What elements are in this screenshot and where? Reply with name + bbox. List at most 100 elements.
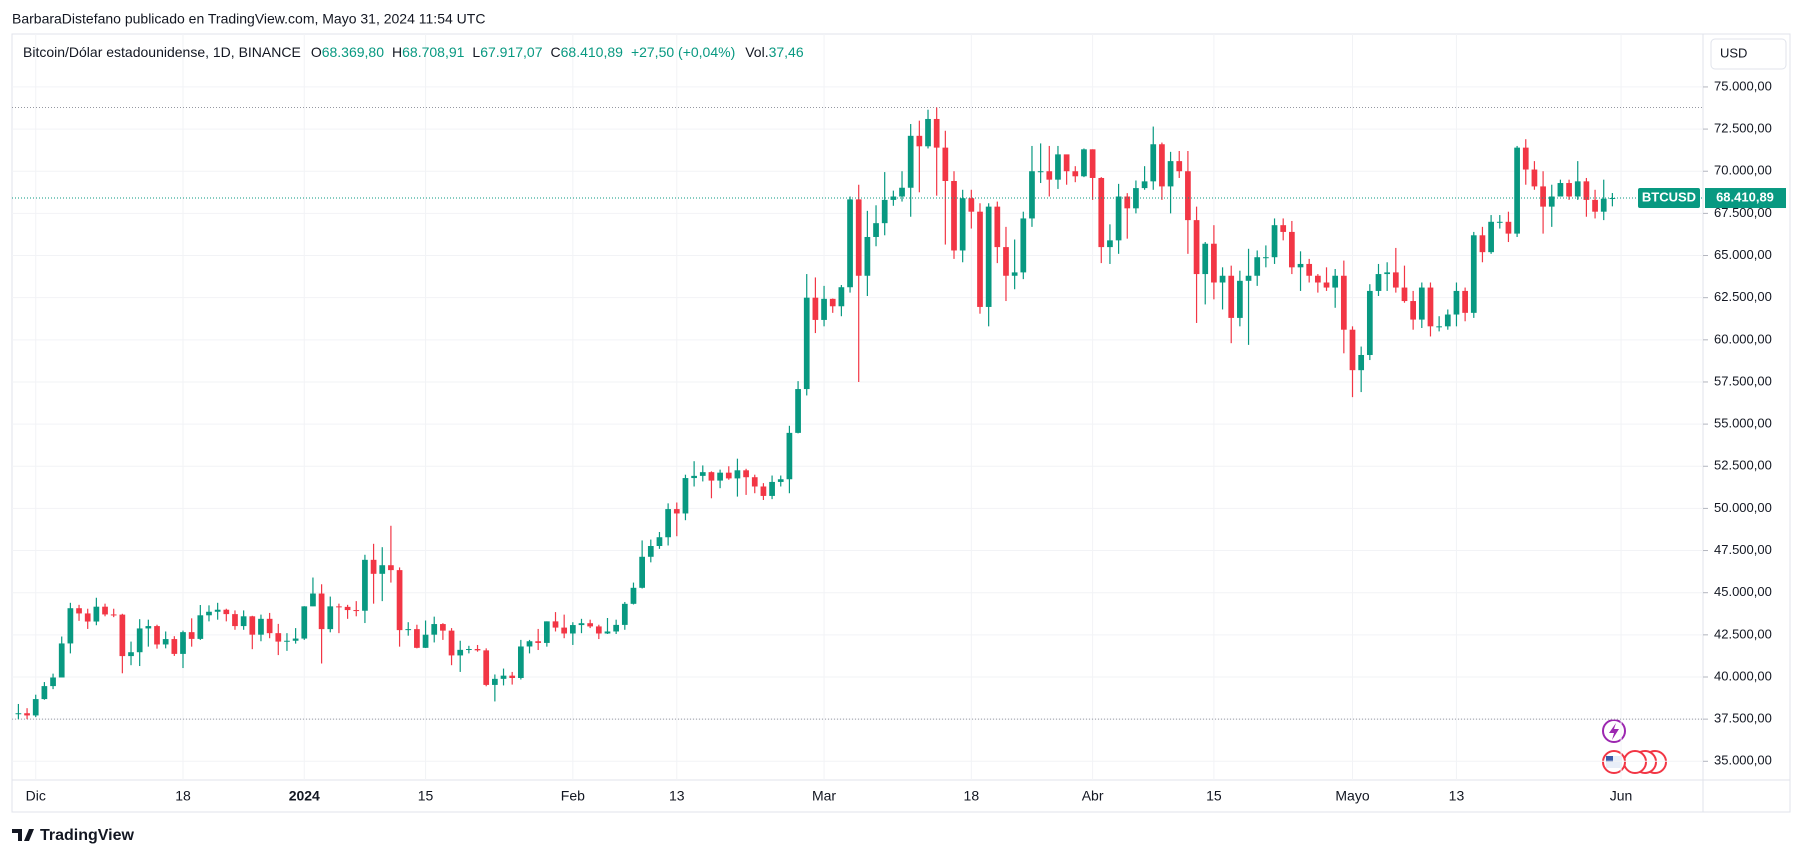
candle-body	[1202, 243, 1209, 275]
candle-body	[1462, 290, 1468, 313]
candle-body	[249, 616, 256, 635]
candle-body	[1063, 154, 1070, 172]
candle-body	[396, 570, 403, 631]
ohlc-key: L	[472, 44, 480, 60]
candle-body	[1003, 247, 1009, 276]
candle-body	[1436, 326, 1442, 328]
candle-body	[405, 629, 412, 631]
x-tick-label: Jun	[1610, 788, 1633, 804]
candle-body	[1280, 225, 1287, 232]
flag-icon[interactable]	[1623, 750, 1647, 774]
x-tick-label: 2024	[289, 788, 320, 804]
candle-body	[604, 631, 611, 634]
candle-body	[1444, 314, 1451, 327]
candle-body	[310, 593, 316, 607]
candle-body	[717, 472, 723, 481]
candle-body	[1496, 221, 1503, 223]
candle-body	[1548, 196, 1555, 207]
candle-body	[1540, 186, 1546, 207]
candle-body	[145, 626, 152, 629]
symbol-tag: BTCUSD	[1642, 189, 1696, 204]
candle-body	[466, 649, 472, 651]
change: +27,50 (+0,04%)	[631, 44, 735, 60]
candle-body	[561, 627, 568, 634]
candle-body	[24, 713, 30, 716]
candle-body	[102, 606, 108, 615]
candle-body	[951, 181, 957, 251]
currency-label[interactable]: USD	[1720, 45, 1747, 60]
symbol-tag-box	[1638, 188, 1700, 209]
currency-button[interactable]	[1710, 38, 1787, 70]
ohlc-value: 68.708,91	[402, 44, 464, 60]
candle-body	[691, 475, 697, 479]
y-tick-label: 50.000,00	[1714, 500, 1772, 515]
candle-body	[1081, 149, 1087, 177]
candle-body	[431, 624, 438, 635]
candle-body	[1020, 218, 1027, 273]
candle-body	[994, 206, 1001, 248]
y-tick-label: 62.500,00	[1714, 289, 1772, 304]
x-tick-label: Abr	[1082, 788, 1104, 804]
candle-body	[1392, 272, 1399, 288]
candle-body	[786, 432, 793, 480]
candle-body	[318, 593, 325, 630]
y-tick-label: 40.000,00	[1714, 668, 1772, 683]
candle-body	[136, 628, 143, 653]
candle-body	[1072, 171, 1079, 177]
candle-body	[907, 135, 914, 188]
candle-body	[639, 556, 645, 588]
candle-body	[1046, 171, 1053, 180]
y-tick-label: 57.500,00	[1714, 373, 1772, 388]
candle-body	[240, 616, 247, 627]
candle-body	[162, 639, 169, 645]
candle-body	[1237, 280, 1243, 318]
candle-body	[812, 297, 819, 320]
candle-body	[1089, 149, 1096, 178]
candle-body	[1314, 275, 1321, 283]
candle-body	[1029, 171, 1035, 219]
flag-canton	[1606, 756, 1613, 762]
candle-body	[1289, 231, 1295, 268]
y-tick-label: 47.500,00	[1714, 542, 1772, 557]
logo-mark	[12, 829, 34, 841]
x-tick-label: 18	[175, 788, 191, 804]
candle-body	[492, 678, 498, 685]
candle-body	[1159, 144, 1165, 187]
candle-body	[682, 478, 689, 514]
candle-body	[1609, 198, 1616, 200]
candle-body	[838, 287, 845, 307]
candle-body	[41, 686, 48, 700]
candle-body	[1263, 257, 1269, 259]
candle-body	[509, 675, 516, 679]
y-tick-label: 55.000,00	[1714, 416, 1772, 431]
candle-body	[899, 187, 905, 197]
brand: TradingView	[40, 827, 135, 844]
candle-body	[379, 565, 386, 574]
candle-body	[58, 643, 65, 678]
candle-body	[1574, 181, 1581, 197]
candle-body	[933, 118, 940, 148]
candle-body	[1427, 287, 1434, 327]
grid	[12, 34, 1703, 780]
ohlc-value: 68.369,80	[322, 44, 384, 60]
candle-body	[821, 298, 827, 320]
candle-body	[1245, 275, 1252, 281]
candle-body	[1583, 181, 1590, 200]
candle-body	[1323, 282, 1330, 288]
candle-body	[1228, 275, 1235, 318]
y-tick-label: 52.500,00	[1714, 458, 1772, 473]
candle-body	[803, 297, 810, 390]
candle-body	[535, 641, 542, 643]
candle-body	[1133, 188, 1139, 209]
ohlc-value: 68.410,89	[561, 44, 623, 60]
candle-body	[1193, 220, 1200, 275]
candle-body	[595, 626, 602, 634]
y-tick-label: 72.500,00	[1714, 121, 1772, 136]
x-tick-label: Mar	[812, 788, 836, 804]
y-tick-label: 42.500,00	[1714, 626, 1772, 641]
candle-body	[1141, 181, 1148, 189]
candle-body	[370, 559, 377, 574]
